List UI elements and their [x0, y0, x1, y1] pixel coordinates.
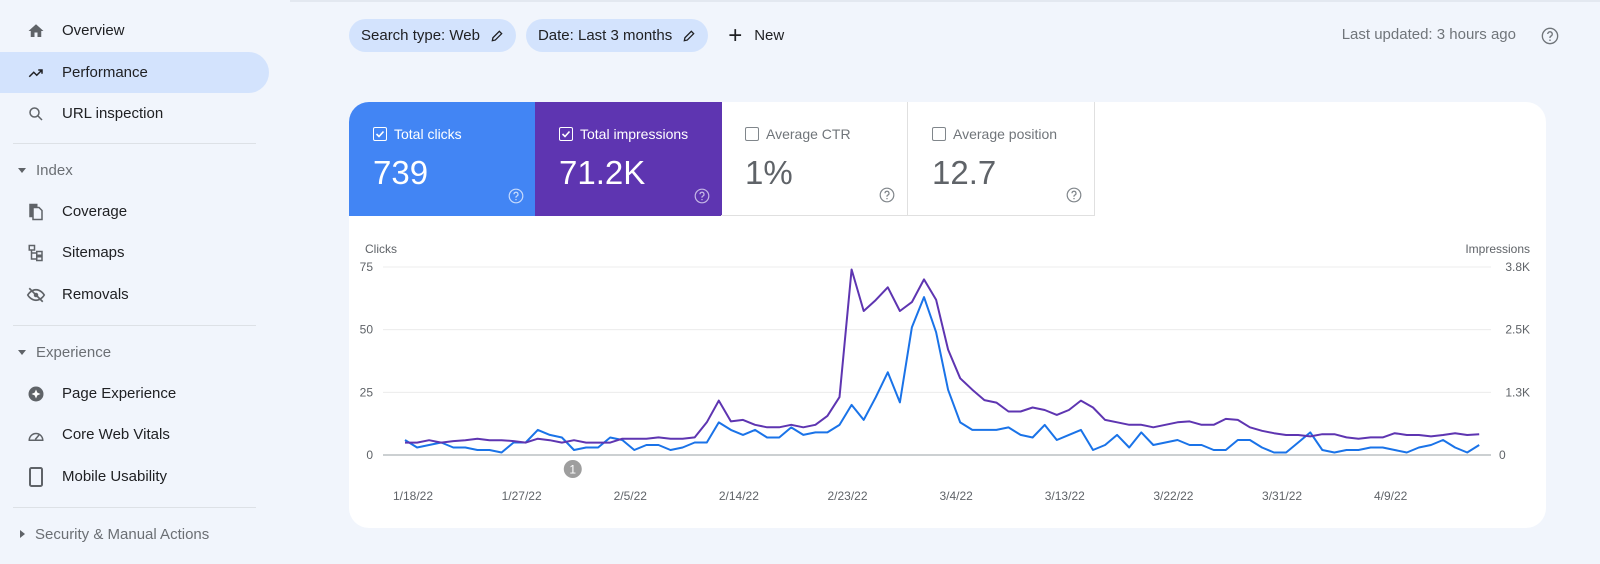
metric-value: 1%	[745, 154, 793, 191]
sidebar-item-label: Coverage	[62, 203, 128, 220]
y-right-tick-label: 0	[1499, 448, 1506, 462]
x-tick-label: 3/13/22	[1045, 489, 1085, 503]
y-right-tick-label: 3.8K	[1505, 260, 1530, 274]
performance-card: Total clicks 739 Total impressions 71.2K…	[349, 102, 1546, 528]
x-tick-label: 1/18/22	[393, 489, 433, 503]
y-left-tick-label: 0	[366, 448, 373, 462]
y-left-tick-label: 75	[360, 260, 374, 274]
section-label: Experience	[36, 343, 112, 361]
chip-label: Search type: Web	[361, 27, 480, 44]
series-line-clicks	[404, 296, 1480, 454]
checkbox-unchecked-icon[interactable]	[932, 127, 946, 141]
search-type-filter-chip[interactable]: Search type: Web	[349, 19, 516, 52]
sidebar-item-label: URL inspection	[62, 105, 164, 122]
x-tick-label: 2/5/22	[614, 489, 648, 503]
help-icon[interactable]	[1541, 27, 1559, 45]
x-tick-label: 2/14/22	[719, 489, 759, 503]
sidebar-item-label: Core Web Vitals	[62, 426, 170, 443]
checkbox-checked-icon[interactable]	[559, 127, 573, 141]
sidebar-divider	[13, 143, 256, 144]
section-experience[interactable]: Experience	[18, 340, 111, 364]
metric-label: Average CTR	[766, 126, 851, 142]
sidebar-divider	[13, 507, 256, 508]
sidebar-item-overview[interactable]: Overview	[0, 10, 269, 51]
y-left-axis-label: Clicks	[365, 242, 397, 256]
page-experience-icon	[26, 384, 46, 404]
sidebar-divider	[13, 325, 256, 326]
filter-bar: Search type: Web Date: Last 3 months + N…	[349, 19, 784, 52]
y-right-axis-label: Impressions	[1465, 242, 1530, 256]
sitemap-icon	[26, 243, 46, 263]
x-tick-label: 2/23/22	[827, 489, 867, 503]
sidebar-item-mobile-usability[interactable]: Mobile Usability	[0, 456, 269, 497]
caret-down-icon	[18, 349, 26, 355]
x-tick-label: 3/31/22	[1262, 489, 1302, 503]
section-label: Security & Manual Actions	[35, 525, 210, 543]
section-security-manual-actions[interactable]: Security & Manual Actions	[18, 522, 209, 546]
checkbox-checked-icon[interactable]	[373, 127, 387, 141]
sidebar-item-label: Sitemaps	[62, 244, 125, 261]
eye-off-icon	[26, 285, 46, 305]
search-icon	[26, 104, 46, 124]
y-left-tick-label: 25	[360, 385, 374, 399]
caret-right-icon	[20, 530, 25, 538]
checkbox-unchecked-icon[interactable]	[745, 127, 759, 141]
help-icon[interactable]	[879, 187, 895, 203]
plus-icon: +	[728, 21, 743, 49]
edit-pencil-icon	[683, 29, 695, 41]
help-icon[interactable]	[694, 188, 710, 204]
phone-icon	[26, 466, 46, 487]
help-icon[interactable]	[1066, 187, 1082, 203]
x-tick-label: 4/9/22	[1374, 489, 1408, 503]
sidebar-item-core-web-vitals[interactable]: Core Web Vitals	[0, 414, 269, 455]
new-filter-button[interactable]: + New	[728, 21, 785, 49]
y-right-tick-label: 2.5K	[1505, 323, 1530, 337]
metric-value: 739	[373, 154, 429, 191]
sidebar-item-label: Mobile Usability	[62, 468, 168, 485]
home-icon	[26, 21, 46, 41]
x-tick-label: 3/22/22	[1153, 489, 1193, 503]
trending-up-icon	[26, 63, 46, 83]
gauge-icon	[26, 425, 46, 445]
metric-total-clicks[interactable]: Total clicks 739	[349, 102, 536, 216]
help-icon[interactable]	[508, 188, 524, 204]
sidebar-item-removals[interactable]: Removals	[0, 274, 269, 315]
caret-down-icon	[18, 167, 26, 173]
last-updated-text: Last updated: 3 hours ago	[1341, 26, 1516, 43]
sidebar-item-url-inspection[interactable]: URL inspection	[0, 93, 269, 134]
sidebar-item-sitemaps[interactable]: Sitemaps	[0, 232, 269, 273]
section-index[interactable]: Index	[18, 158, 73, 182]
sidebar-item-label: Overview	[62, 22, 125, 39]
date-filter-chip[interactable]: Date: Last 3 months	[525, 19, 709, 52]
edit-pencil-icon	[491, 29, 503, 41]
metric-label: Total clicks	[394, 126, 462, 142]
sidebar: Overview Performance URL inspection Inde…	[0, 0, 280, 564]
metric-average-position[interactable]: Average position 12.7	[908, 102, 1095, 216]
section-label: Index	[36, 161, 73, 179]
sidebar-item-label: Removals	[62, 286, 129, 303]
sidebar-item-performance[interactable]: Performance	[0, 52, 269, 93]
metric-value: 71.2K	[559, 154, 646, 191]
sidebar-item-coverage[interactable]: Coverage	[0, 191, 269, 232]
metric-label: Average position	[953, 126, 1058, 142]
annotation-label: 1	[569, 463, 576, 477]
metric-value: 12.7	[932, 154, 997, 191]
metric-total-impressions[interactable]: Total impressions 71.2K	[535, 102, 722, 216]
sidebar-item-page-experience[interactable]: Page Experience	[0, 373, 269, 414]
annotation-marker[interactable]	[563, 460, 582, 478]
sidebar-item-label: Performance	[62, 64, 148, 81]
x-tick-label: 3/4/22	[939, 489, 973, 503]
x-tick-label: 1/27/22	[502, 489, 542, 503]
sidebar-item-label: Page Experience	[62, 385, 177, 402]
metric-label: Total impressions	[580, 126, 689, 142]
chip-label: Date: Last 3 months	[537, 27, 673, 44]
y-left-tick-label: 50	[360, 323, 374, 337]
series-line-impressions	[405, 268, 1480, 444]
top-divider	[290, 0, 1600, 2]
coverage-icon	[26, 202, 46, 222]
new-label: New	[754, 27, 785, 44]
metric-average-ctr[interactable]: Average CTR 1%	[721, 102, 908, 216]
y-right-tick-label: 1.3K	[1505, 385, 1530, 399]
